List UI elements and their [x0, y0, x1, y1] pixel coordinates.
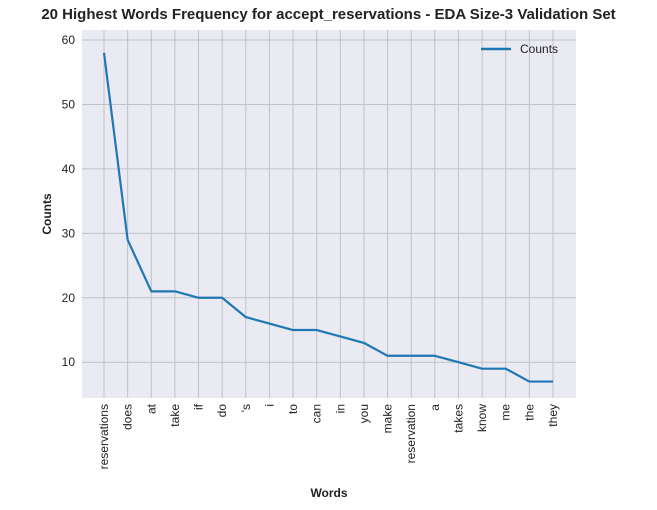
x-tick-label: 's	[239, 404, 253, 412]
y-tick-label: 20	[62, 291, 76, 305]
x-tick-label: reservations	[97, 404, 111, 469]
x-tick-label: take	[168, 404, 182, 427]
y-tick-label: 50	[62, 97, 76, 111]
x-tick-label: do	[215, 404, 229, 418]
x-tick-label: they	[546, 404, 560, 427]
x-tick-label: know	[475, 404, 489, 432]
x-tick-label: reservation	[404, 404, 418, 463]
x-tick-label: make	[381, 404, 395, 434]
x-tick-label: if	[192, 403, 206, 410]
x-axis-label: Words	[310, 486, 347, 500]
x-tick-label: can	[310, 404, 324, 423]
x-tick-label: to	[286, 404, 300, 414]
x-tick-label: the	[522, 404, 536, 421]
y-tick-label: 10	[62, 355, 76, 369]
y-tick-label: 60	[62, 33, 76, 47]
x-tick-label: in	[333, 404, 347, 413]
series-line-counts	[102, 52, 553, 383]
x-tick-label: at	[144, 403, 158, 414]
y-axis-label: Counts	[40, 193, 54, 235]
x-tick-label: me	[499, 404, 513, 421]
x-tick-labels: reservations does at take if do's i to can in you m…	[97, 403, 560, 469]
y-tick-label: 40	[62, 162, 76, 176]
x-tick-label: does	[121, 404, 135, 430]
x-tick-label: you	[357, 404, 371, 423]
x-tick-label: a	[428, 404, 442, 411]
legend: Counts	[481, 42, 558, 56]
y-tick-label: 30	[62, 226, 76, 240]
x-tick-label: i	[262, 404, 276, 407]
plot-area	[82, 30, 576, 398]
y-tick-labels: 10 20 30 40 50 60	[62, 33, 76, 369]
legend-label-counts: Counts	[520, 42, 558, 56]
x-tick-label: takes	[451, 404, 465, 433]
chart-title: 20 Highest Words Frequency for accept_re…	[41, 6, 616, 23]
